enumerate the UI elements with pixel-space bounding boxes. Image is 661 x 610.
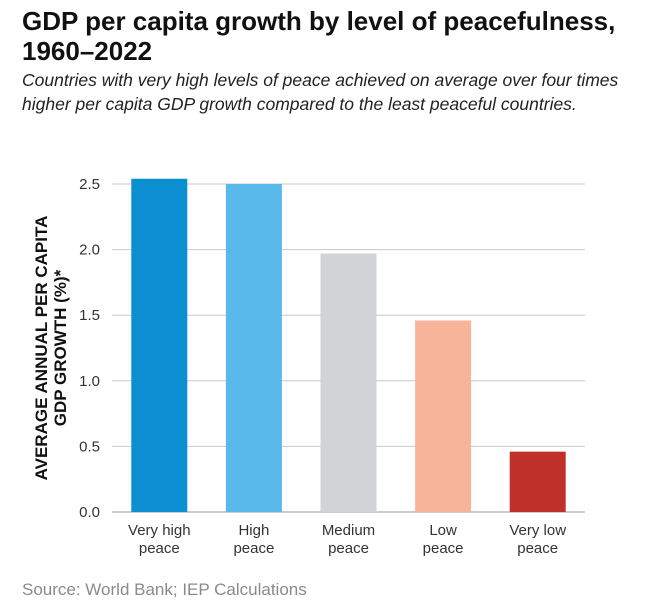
y-axis-ticks: 0.0 0.5 1.0 1.5 2.0 2.5	[79, 176, 100, 521]
x-category-label: Very low	[509, 522, 566, 539]
x-category-label: peace	[517, 540, 558, 557]
chart-subtitle: Countries with very high levels of peace…	[22, 70, 619, 114]
x-category-label: Very high	[128, 522, 191, 539]
source-note: Source: World Bank; IEP Calculations	[22, 580, 307, 599]
y-axis-label-line2: GDP GROWTH (%)*	[51, 269, 70, 426]
x-category-label: peace	[328, 540, 369, 557]
x-category-label: peace	[139, 540, 180, 557]
bar	[131, 178, 188, 512]
bar	[320, 253, 377, 512]
y-tick-label: 0.0	[79, 504, 100, 521]
bar	[415, 320, 472, 512]
x-category-label: peace	[423, 540, 464, 557]
x-axis-labels: Very highpeaceHighpeaceMediumpeaceLowpea…	[128, 522, 566, 557]
y-tick-label: 1.5	[79, 307, 100, 324]
bar	[509, 451, 566, 512]
x-category-label: Low	[429, 522, 457, 539]
y-tick-label: 0.5	[79, 438, 100, 455]
bars	[131, 178, 566, 512]
y-axis-label-line1: AVERAGE ANNUAL PER CAPITA	[32, 216, 51, 481]
chart-title: GDP per capita growth by level of peacef…	[22, 6, 616, 66]
y-tick-label: 2.0	[79, 242, 100, 259]
x-category-label: Medium	[322, 522, 375, 539]
x-category-label: peace	[233, 540, 274, 557]
y-tick-label: 1.0	[79, 373, 100, 390]
y-tick-label: 2.5	[79, 176, 100, 193]
x-category-label: High	[238, 522, 269, 539]
bar-chart: 0.00.51.01.52.02.5 Very highpeaceHighpea…	[32, 176, 585, 557]
bar	[225, 184, 282, 512]
